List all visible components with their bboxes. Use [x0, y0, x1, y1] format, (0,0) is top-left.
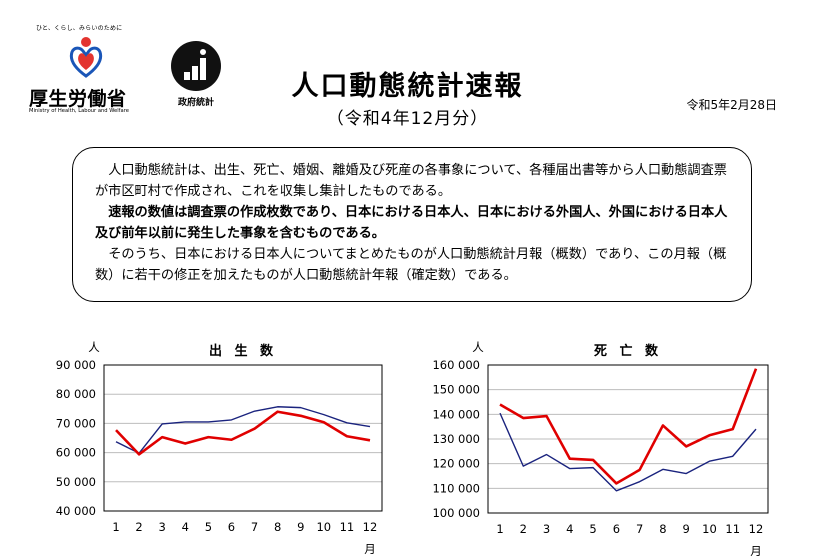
births-xtick-label: 2: [135, 520, 142, 534]
births-ytick-label: 80 000: [56, 387, 96, 401]
deaths-plot-frame: [487, 364, 769, 514]
deaths-xtick-label: 9: [683, 522, 690, 536]
deaths-ylabel: 人: [472, 340, 484, 354]
births-xtick-label: 4: [182, 520, 189, 534]
births-ytick-label: 90 000: [56, 358, 96, 372]
government-statistics-label: 政府統計: [177, 98, 214, 108]
deaths-xtick-label: 6: [613, 522, 620, 536]
births-xtick-label: 11: [340, 520, 355, 534]
births-plot-frame: [103, 364, 383, 512]
deaths-chart-svg: 死 亡 数 人 100 000 110 000 120 000 130 000 140 00…: [432, 340, 769, 558]
deaths-ytick-label: 160 000: [432, 358, 480, 372]
deaths-xtick-label: 10: [702, 522, 717, 536]
births-series-red-line: [115, 410, 371, 456]
births-xtick-label: 12: [363, 520, 378, 534]
births-ytick-label: 40 000: [56, 504, 96, 518]
births-xtick-label: 5: [205, 520, 212, 534]
page-title: 人口動態統計速報: [291, 71, 524, 102]
release-date: 令和5年2月28日: [686, 98, 777, 112]
mhlw-tagline: ひと、くらし、みらいのために: [36, 25, 123, 32]
government-statistics-emblem-icon: [171, 41, 221, 91]
description-paragraph-2: 速報の数値は調査票の作成枚数であり、日本における日本人、日本における外国人、外国…: [95, 205, 728, 241]
mhlw-name-en: Ministry of Health, Labour and Welfare: [29, 108, 129, 114]
births-chart-svg: 出 生 数 人 40 000 50 000 60 000 70 000 80 000 90 0…: [56, 340, 383, 556]
deaths-xtick-label: 11: [725, 522, 740, 536]
deaths-ytick-label: 120 000: [432, 457, 480, 471]
births-ytick-label: 70 000: [56, 416, 96, 430]
deaths-chart: 死 亡 数 人 100 000 110 000 120 000 130 000 140 00…: [420, 330, 790, 560]
births-xtick-label: 1: [112, 520, 119, 534]
births-series-blue-line: [115, 406, 371, 454]
births-xtick-label: 6: [228, 520, 235, 534]
deaths-xtick-label: 3: [543, 522, 550, 536]
births-xlabel: 月: [364, 542, 376, 556]
mhlw-emblem-icon: [69, 37, 103, 78]
description-paragraph-1: 人口動態統計は、出生、死亡、婚姻、離婚及び死産の各事象について、各種届出書等から…: [95, 163, 727, 199]
births-xtick-label: 7: [251, 520, 258, 534]
deaths-xtick-label: 1: [496, 522, 503, 536]
births-title: 出 生 数: [209, 343, 277, 359]
page-subtitle: （令和4年12月分）: [326, 109, 489, 129]
description-box: 人口動態統計は、出生、死亡、婚姻、離婚及び死産の各事象について、各種届出書等から…: [72, 147, 752, 302]
deaths-ytick-label: 110 000: [432, 481, 480, 495]
births-ytick-label: 50 000: [56, 475, 96, 489]
births-ytick-label: 60 000: [56, 446, 96, 460]
deaths-xtick-label: 2: [520, 522, 527, 536]
deaths-ytick-label: 130 000: [432, 432, 480, 446]
deaths-xtick-label: 12: [749, 522, 764, 536]
births-xtick-label: 3: [159, 520, 166, 534]
deaths-ytick-label: 150 000: [432, 383, 480, 397]
deaths-series-red-line: [499, 368, 758, 485]
deaths-xlabel: 月: [750, 544, 762, 558]
deaths-xtick-label: 8: [659, 522, 666, 536]
deaths-xtick-label: 5: [589, 522, 596, 536]
deaths-title: 死 亡 数: [594, 343, 662, 359]
births-ylabel: 人: [88, 340, 100, 354]
births-xtick-label: 10: [316, 520, 331, 534]
deaths-series-blue-line: [499, 412, 757, 492]
deaths-ytick-label: 140 000: [432, 407, 480, 421]
births-xtick-label: 9: [297, 520, 304, 534]
births-xtick-label: 8: [274, 520, 281, 534]
births-chart: 出 生 数 人 40 000 50 000 60 000 70 000 80 000 90 0…: [30, 330, 390, 560]
description-paragraph-3: そのうち、日本における日本人についてまとめたものが人口動態統計月報（概数）であり…: [95, 247, 727, 283]
deaths-xtick-label: 4: [566, 522, 573, 536]
deaths-xtick-label: 7: [636, 522, 643, 536]
mhlw-name: 厚生労働省: [29, 88, 127, 110]
deaths-ytick-label: 100 000: [432, 506, 480, 520]
